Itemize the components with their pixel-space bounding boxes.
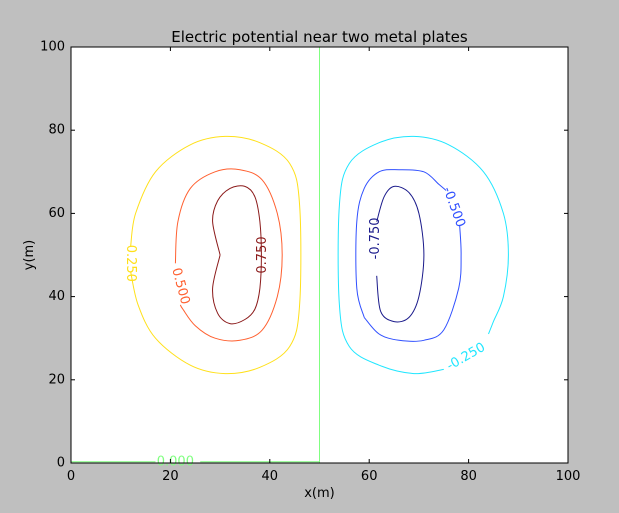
contour-line--0.500-1 [363, 225, 462, 342]
y-tick-label-4: 80 [48, 123, 65, 138]
contour-label-3: 0.000 [157, 454, 194, 469]
chart-title: Electric potential near two metal plates [171, 28, 468, 46]
x-tick-label-3: 60 [361, 469, 378, 484]
y-tick-label-2: 40 [48, 289, 65, 304]
y-tick-label-1: 20 [48, 372, 65, 387]
x-tick-label-0: 0 [67, 469, 75, 484]
contour-line-0.750-0 [212, 185, 262, 325]
plot-frame [70, 46, 569, 464]
contour-label-0: 0.750 [255, 236, 270, 273]
contour-line--0.750-0 [376, 185, 425, 323]
contour-line-0.500-0 [174, 168, 283, 342]
y-tick-label-5: 100 [40, 40, 65, 55]
contour-lines [71, 47, 509, 463]
x-tick-label-4: 80 [460, 469, 477, 484]
y-tick-label-3: 60 [48, 206, 65, 221]
contour-line-0.250-0 [130, 135, 302, 375]
axis-ticks: 0 20 40 60 80 100 0 20 40 60 80 100 [40, 40, 580, 485]
contour-line--0.250-0 [337, 135, 509, 375]
contour-label-6: -0.750 [368, 217, 383, 259]
y-tick-label-0: 0 [57, 456, 65, 471]
x-tick-label-5: 100 [556, 469, 581, 484]
x-tick-label-1: 20 [162, 469, 179, 484]
x-tick-label-2: 40 [262, 469, 279, 484]
y-axis-label: y(m) [22, 240, 37, 271]
contour-label-2: 0.250 [123, 245, 138, 282]
x-axis-label: x(m) [304, 486, 335, 501]
contour-line--0.500-0 [355, 169, 447, 318]
